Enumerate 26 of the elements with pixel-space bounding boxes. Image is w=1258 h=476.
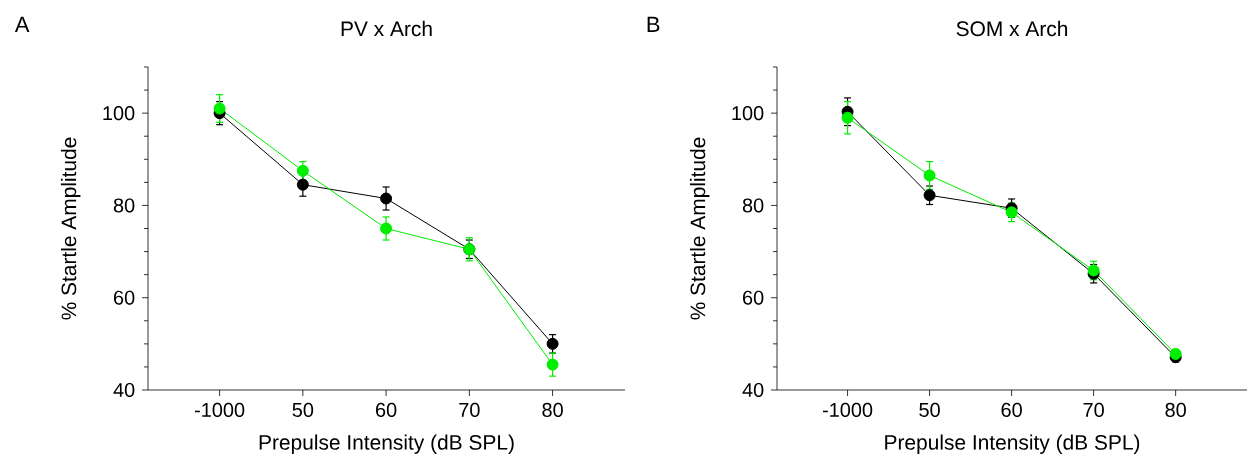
y-tick-label: 80 xyxy=(113,198,135,213)
y-tick-label: 80 xyxy=(742,198,764,213)
y-tick-label: 100 xyxy=(103,106,135,121)
x-tick-label: 50 xyxy=(292,402,314,417)
x-tick-label: -1000 xyxy=(195,402,245,417)
x-axis-title: Prepulse Intensity (dB SPL) xyxy=(259,434,514,454)
x-tick-label: 50 xyxy=(919,402,940,417)
x-tick-label: 80 xyxy=(542,402,563,417)
text: A xyxy=(14,16,30,32)
x-tick-label: 70 xyxy=(459,402,480,417)
chart-title: SOM x Arch xyxy=(956,20,1068,37)
y-tick-label: 100 xyxy=(732,106,764,121)
y-axis-title: % Startle Amplitude xyxy=(689,137,710,320)
chart-title: PV x Arch xyxy=(341,20,432,37)
y-tick-label: 40 xyxy=(742,382,764,398)
x-tick-label: 80 xyxy=(1165,402,1186,417)
x-tick-label: -1000 xyxy=(822,402,873,417)
y-axis-title: % Startle Amplitude xyxy=(60,137,81,320)
text: B xyxy=(647,16,660,32)
x-axis-title: Prepulse Intensity (dB SPL) xyxy=(885,434,1140,454)
y-tick-label: 60 xyxy=(743,290,764,305)
y-tick-label: 60 xyxy=(114,290,135,305)
x-tick-label: 70 xyxy=(1083,402,1104,417)
x-tick-label: 60 xyxy=(376,402,397,417)
x-tick-label: 60 xyxy=(1001,402,1022,417)
y-tick-label: 40 xyxy=(113,382,135,398)
